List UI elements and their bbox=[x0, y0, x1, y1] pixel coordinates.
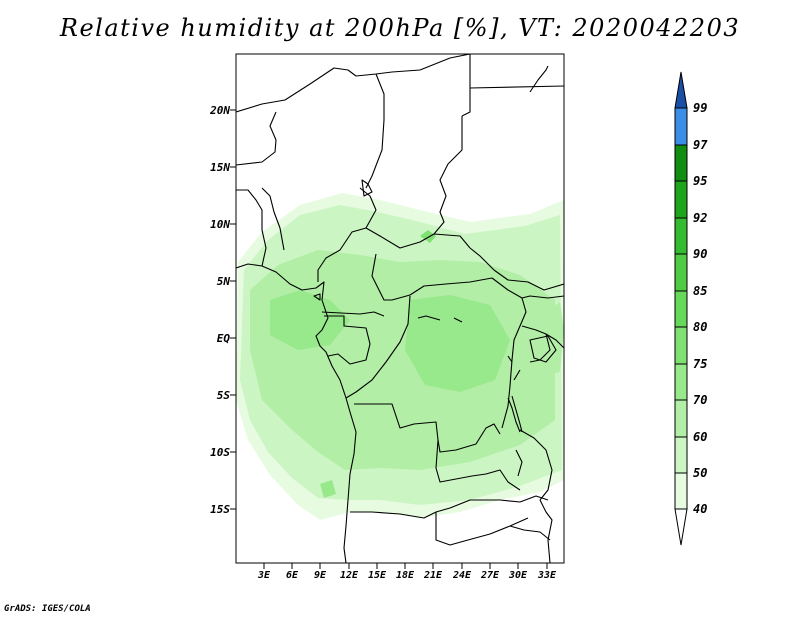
border-chad-car bbox=[365, 227, 471, 249]
colorbar-segment bbox=[675, 400, 687, 437]
border-algeria-niger bbox=[236, 54, 471, 113]
lon-label-24e: 24E bbox=[452, 570, 472, 581]
border-libya-chad bbox=[461, 54, 471, 117]
lat-label-10s: 10S bbox=[210, 446, 230, 459]
colorbar-label-50: 50 bbox=[693, 466, 707, 480]
colorbar-segment bbox=[675, 145, 687, 181]
longitude-axis: 3E 6E 9E 12E 15E 18E 21E 24E 27E 30E 33E bbox=[257, 563, 557, 581]
border-angola-zambia bbox=[435, 439, 521, 491]
colorbar-segment bbox=[675, 218, 687, 254]
lake-malawi bbox=[515, 449, 523, 477]
colorbar-label-75: 75 bbox=[693, 357, 707, 371]
latitude-axis: 20N 15N 10N 5N EQ 5S 10S 15S bbox=[209, 104, 236, 516]
border-niger-nigeria bbox=[236, 111, 277, 166]
border-chad-sudan bbox=[433, 116, 463, 235]
border-mozambique bbox=[539, 499, 553, 563]
colorbar-label-40: 40 bbox=[693, 502, 707, 516]
border-namibia-botswana bbox=[435, 512, 529, 546]
lat-label-20n: 20N bbox=[209, 104, 230, 117]
colorbar: 40 50 60 70 75 80 85 90 92 95 97 99 bbox=[674, 71, 708, 546]
lon-label-21e: 21E bbox=[423, 570, 443, 581]
colorbar-label-97: 97 bbox=[693, 138, 708, 152]
lon-label-6e: 6E bbox=[286, 570, 299, 581]
border-nigeria-cameroon bbox=[317, 187, 377, 282]
lon-label-30e: 30E bbox=[508, 570, 528, 581]
lon-label-18e: 18E bbox=[396, 570, 415, 581]
map-title: Relative humidity at 200hPa [%], VT: 202… bbox=[59, 14, 741, 42]
lat-label-5n: 5N bbox=[217, 275, 231, 288]
grads-credit: GrADS: IGES/COLA bbox=[4, 604, 91, 614]
colorbar-segment bbox=[675, 364, 687, 400]
border-egypt-sudan bbox=[469, 85, 564, 89]
humidity-area-70 bbox=[320, 480, 336, 498]
border-congo-drc bbox=[345, 295, 411, 399]
lon-label-12e: 12E bbox=[340, 570, 359, 581]
border-niger-chad bbox=[365, 73, 385, 189]
humidity-area-70 bbox=[405, 295, 510, 392]
colorbar-segment bbox=[675, 181, 687, 218]
border-angola-namibia bbox=[350, 511, 437, 519]
lat-label-eq: EQ bbox=[217, 332, 231, 345]
lat-label-5s: 5S bbox=[217, 389, 231, 402]
border-car-drc bbox=[391, 277, 523, 301]
red-sea-coast bbox=[529, 65, 549, 93]
colorbar-label-80: 80 bbox=[693, 320, 707, 334]
humidity-area-70 bbox=[270, 290, 350, 350]
coastline-west bbox=[236, 263, 357, 563]
lon-label-15e: 15E bbox=[368, 570, 387, 581]
lake-chad bbox=[361, 179, 373, 197]
colorbar-label-70: 70 bbox=[693, 393, 707, 407]
border-gabon-congo bbox=[324, 315, 371, 365]
lon-label-9e: 9E bbox=[314, 570, 327, 581]
lon-label-3e: 3E bbox=[257, 570, 271, 581]
colorbar-over-triangle bbox=[675, 72, 687, 108]
colorbar-label-85: 85 bbox=[693, 284, 707, 298]
colorbar-segment bbox=[675, 473, 687, 509]
colorbar-label-90: 90 bbox=[693, 247, 707, 261]
lat-label-15n: 15N bbox=[210, 161, 230, 174]
river-congo bbox=[417, 315, 463, 323]
lon-label-27e: 27E bbox=[480, 570, 500, 581]
border-west-africa bbox=[236, 189, 267, 267]
border-southsudan-east bbox=[521, 295, 564, 299]
colorbar-segment bbox=[675, 327, 687, 364]
colorbar-label-95: 95 bbox=[693, 174, 707, 188]
lake-victoria bbox=[529, 335, 557, 363]
humidity-shading bbox=[236, 193, 564, 520]
colorbar-label-92: 92 bbox=[693, 211, 707, 225]
border-kenya-tanzania bbox=[545, 333, 564, 349]
border-cameroon-gabon bbox=[321, 311, 385, 317]
lake-kivu bbox=[507, 355, 521, 381]
border-drc-east bbox=[501, 297, 527, 429]
colorbar-segment bbox=[675, 108, 687, 145]
border-zimbabwe bbox=[509, 525, 551, 541]
colorbar-label-60: 60 bbox=[693, 430, 707, 444]
colorbar-label-99: 99 bbox=[693, 101, 707, 115]
country-borders bbox=[236, 54, 564, 563]
humidity-area-75 bbox=[420, 230, 436, 243]
border-uganda bbox=[521, 325, 551, 363]
lake-tanganyika bbox=[507, 395, 523, 433]
colorbar-under-triangle bbox=[674, 508, 688, 546]
border-benin-togo bbox=[261, 187, 285, 251]
colorbar-segment bbox=[675, 437, 687, 473]
lon-label-33e: 33E bbox=[537, 570, 557, 581]
lat-label-15s: 15S bbox=[210, 503, 230, 516]
border-tanzania-south bbox=[519, 429, 553, 501]
lat-label-10n: 10N bbox=[210, 218, 230, 231]
border-sudan-southsudan bbox=[469, 247, 564, 291]
map-frame bbox=[235, 53, 565, 564]
border-car-cameroon bbox=[371, 253, 392, 301]
border-zambia-south bbox=[435, 495, 549, 513]
colorbar-segment bbox=[675, 254, 687, 291]
border-drc-angola bbox=[354, 403, 501, 453]
island-bioko bbox=[313, 293, 321, 301]
colorbar-segment bbox=[675, 291, 687, 327]
